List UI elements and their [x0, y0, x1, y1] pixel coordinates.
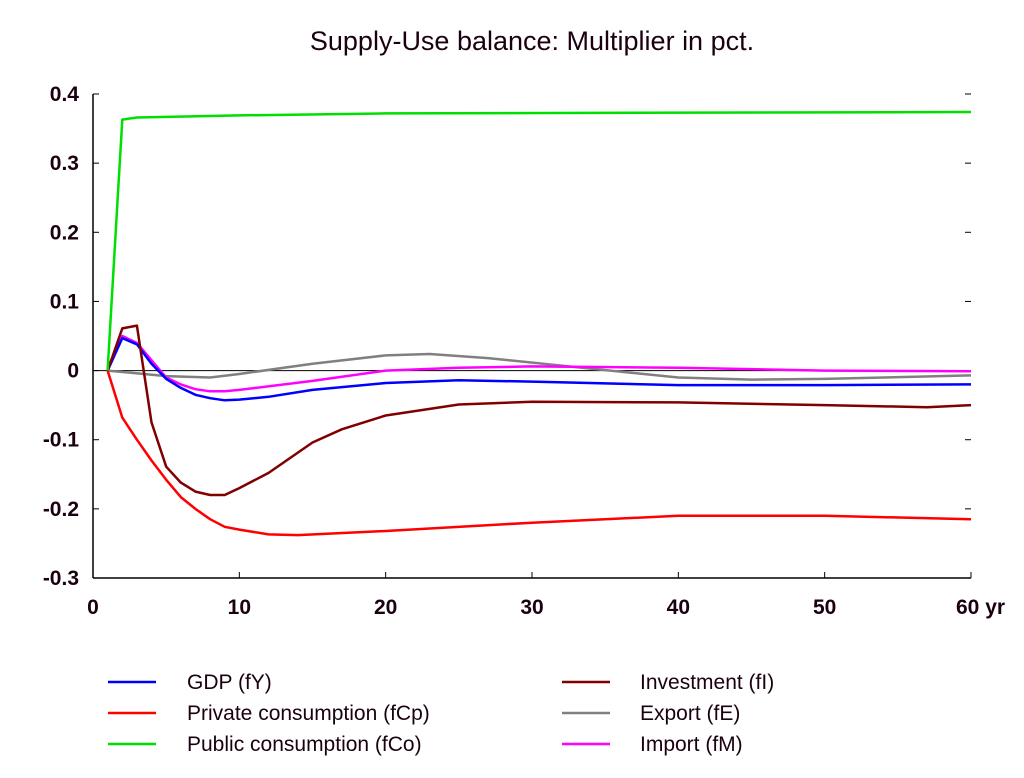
series-line-0: [106, 336, 972, 402]
series-line-2: [106, 110, 972, 371]
series-line-3: [106, 324, 972, 497]
legend-label: Public consumption (fCo): [187, 733, 422, 756]
series-line-4: [107, 352, 972, 381]
y-tick-label: -0.2: [43, 498, 79, 521]
x-tick-label: 60 yr: [956, 596, 1005, 619]
x-tick-label: 0: [87, 596, 99, 619]
y-tick-label: -0.3: [43, 567, 79, 590]
axes: 0.4 0.3 0.2 0.1 0 -0.1 -0.2 -0.3 0 10 20 30 40 50 60 y…: [43, 83, 1005, 619]
legend-label: Investment (fI): [640, 671, 774, 694]
y-tick-label: 0.3: [50, 152, 79, 175]
series-lines: [106, 110, 972, 537]
legend-label: Export (fE): [640, 702, 740, 725]
legend-label: Import (fM): [640, 733, 743, 756]
x-tick-label: 10: [228, 596, 251, 619]
x-tick-label: 40: [667, 596, 690, 619]
x-tick-label: 50: [813, 596, 836, 619]
chart-title: Supply-Use balance: Multiplier in pct.: [310, 26, 754, 56]
y-tick-label: 0.4: [50, 83, 80, 106]
legend-label: Private consumption (fCp): [187, 702, 430, 725]
x-tick-label: 30: [520, 596, 543, 619]
x-tick-label: 20: [374, 596, 397, 619]
series-line-1: [106, 370, 972, 537]
legend: GDP (fY) Private consumption (fCp) Public …: [108, 671, 774, 756]
series-line-5: [106, 334, 972, 393]
y-tick-label: 0.1: [50, 290, 80, 313]
legend-label: GDP (fY): [187, 671, 272, 694]
y-tick-label: -0.1: [43, 429, 80, 452]
y-tick-label: 0: [67, 360, 79, 383]
y-tick-label: 0.2: [50, 221, 79, 244]
